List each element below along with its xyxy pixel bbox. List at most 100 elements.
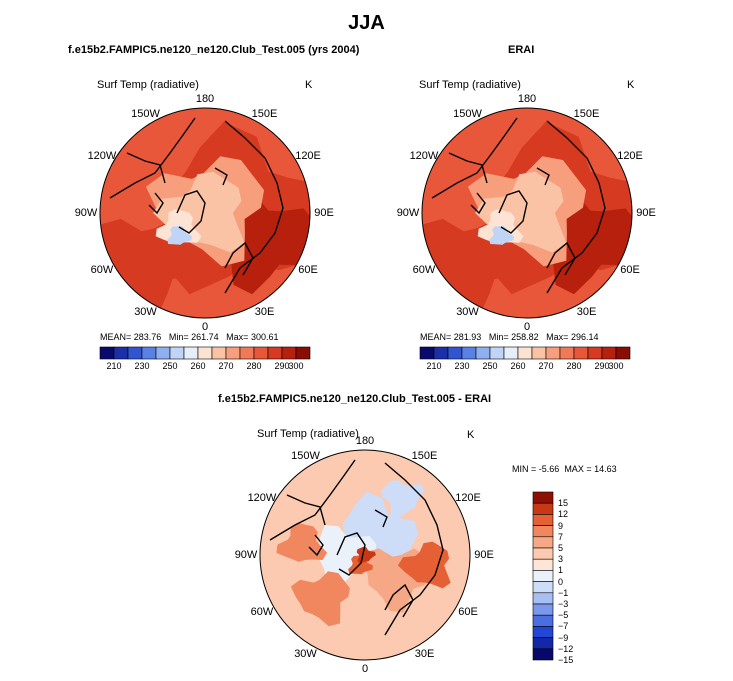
colorbar-box	[517, 346, 533, 360]
longitude-label: 60W	[90, 264, 114, 276]
panel-1-stats: MEAN= 283.76 Min= 261.74 Max= 300.61	[100, 332, 278, 342]
longitude-label: 150E	[411, 450, 438, 463]
colorbar-box	[113, 346, 129, 360]
map-fill-layer	[422, 108, 632, 318]
longitude-label: 30E	[414, 647, 435, 660]
panel-2-title: ERAI	[508, 44, 535, 56]
colorbar-tick-label: −7	[558, 621, 569, 632]
coastline	[384, 583, 414, 618]
coastline	[470, 192, 486, 215]
colorbar-tick-label: 250	[482, 361, 498, 371]
colorbar-box	[183, 346, 199, 360]
longitude-label: 60E	[620, 264, 640, 276]
longitude-label: 90E	[314, 207, 334, 219]
coastline	[214, 167, 228, 186]
colorbar-tick-label: 280	[566, 361, 582, 371]
coastline	[374, 509, 388, 528]
coastline	[224, 120, 284, 294]
colorbar-box	[532, 648, 554, 661]
colorbar-box	[281, 346, 297, 360]
colorbar-box	[545, 346, 561, 360]
min-value: -5.66	[538, 464, 560, 474]
colorbar-box	[197, 346, 213, 360]
colorbar-tick-label: 230	[454, 361, 470, 371]
panel-3-variable: Surf Temp (radiative)	[257, 428, 359, 440]
longitude-label: 30W	[294, 647, 317, 660]
colorbar-box	[559, 346, 575, 360]
polar-map-1	[421, 107, 633, 319]
colorbar-box	[532, 536, 554, 549]
longitude-label: 180	[355, 435, 375, 447]
colorbar-box	[601, 346, 617, 360]
colorbar-box	[532, 547, 554, 560]
figure-title: JJA	[348, 12, 385, 34]
coastline	[269, 459, 356, 541]
longitude-label: 120E	[617, 150, 643, 162]
colorbar-box	[503, 346, 519, 360]
colorbar-tick-label: 210	[106, 361, 122, 371]
min-value: 261.74	[191, 332, 219, 342]
max-label: Max=	[226, 332, 249, 342]
coastline	[498, 190, 528, 234]
longitude-label: 60E	[298, 264, 318, 276]
coastline	[308, 534, 324, 557]
colorbar-box	[253, 346, 269, 360]
colorbar-tick-label: 12	[558, 509, 569, 520]
colorbar-tick-label: 9	[558, 520, 564, 531]
colorbar-box	[461, 346, 477, 360]
panel-3-units: K	[467, 429, 475, 441]
panel-3-stats: MIN = -5.66 MAX = 14.63	[512, 464, 617, 474]
panel-1-title: f.e15b2.FAMPIC5.ne120_ne120.Club_Test.00…	[68, 44, 360, 56]
colorbar-box	[489, 346, 505, 360]
colorbar-panel-3	[532, 491, 554, 661]
colorbar-tick-label: 15	[558, 498, 569, 509]
colorbar-box	[475, 346, 491, 360]
panel-2-variable: Surf Temp (radiative)	[419, 79, 521, 91]
field-contour-region	[397, 541, 451, 589]
longitude-label: 60W	[250, 606, 274, 618]
colorbar-box	[99, 346, 115, 360]
longitude-label: 120W	[409, 150, 439, 162]
max-label: Max=	[546, 332, 569, 342]
colorbar-box	[225, 346, 241, 360]
colorbar-box	[587, 346, 603, 360]
longitude-label: 90E	[636, 207, 656, 219]
coastline	[546, 120, 606, 294]
field-contour-region	[167, 225, 192, 245]
coastline	[109, 117, 196, 199]
colorbar-tick-label: 300	[288, 361, 304, 371]
colorbar-box	[532, 592, 554, 605]
colorbar-tick-label: 230	[134, 361, 150, 371]
field-contour-region	[489, 225, 514, 245]
colorbar-tick-label: −3	[558, 599, 569, 609]
longitude-label: 180	[517, 93, 537, 105]
longitude-label: 30W	[134, 305, 157, 318]
longitude-label: 90W	[74, 207, 98, 219]
colorbar-tick-label: 280	[246, 361, 262, 371]
longitude-label: 120W	[87, 150, 117, 162]
panel-2-units: K	[627, 79, 635, 91]
colorbar-box	[211, 346, 227, 360]
longitude-label: 180	[195, 93, 215, 105]
colorbar-box	[531, 346, 547, 360]
colorbar-tick-label: 0	[558, 576, 564, 587]
longitude-label: 150E	[573, 108, 600, 121]
longitude-label: 120E	[295, 150, 321, 162]
coastline	[536, 167, 550, 186]
colorbar-tick-label: −15	[558, 655, 574, 665]
colorbar-box	[127, 346, 143, 360]
coastline	[431, 117, 518, 199]
longitude-label: 90W	[234, 549, 258, 561]
colorbar-tick-label: 5	[558, 543, 564, 553]
colorbar-tick-label: −1	[558, 587, 569, 598]
colorbar-box	[532, 514, 554, 526]
mean-value: 283.76	[133, 332, 162, 342]
colorbar-tick-label: 1	[558, 565, 564, 576]
longitude-label: 120W	[247, 492, 277, 504]
colorbar-tick-label: 3	[558, 554, 564, 565]
mean-value: 281.93	[453, 332, 482, 342]
coastline	[286, 494, 326, 526]
colorbar-tick-label: 270	[538, 361, 554, 371]
colorbar-box	[141, 346, 157, 360]
